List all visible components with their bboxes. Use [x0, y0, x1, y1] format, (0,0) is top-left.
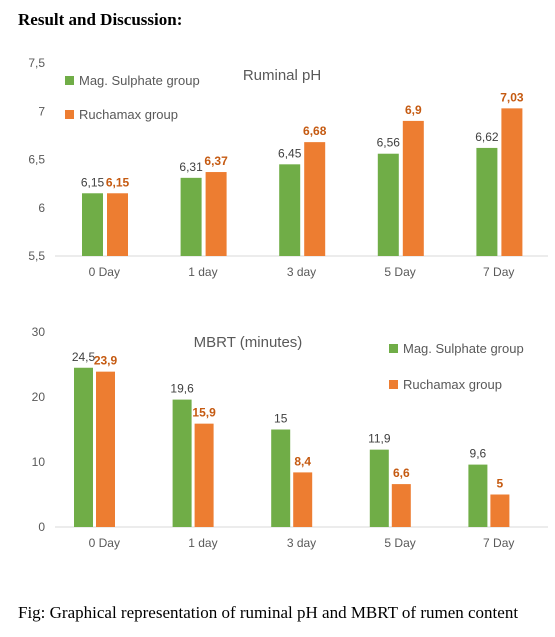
x-tick-label: 7 Day	[483, 536, 514, 550]
bar-series-1	[279, 164, 301, 256]
bar-series-2	[107, 193, 128, 256]
data-label-series-1: 6,45	[278, 146, 302, 160]
bar-series-2	[490, 494, 510, 527]
legend-swatch-1	[389, 344, 398, 353]
data-label-series-2: 7,03	[500, 90, 524, 104]
data-label-series-1: 24,5	[72, 350, 96, 364]
legend-label-1: Mag. Sulphate group	[403, 341, 524, 356]
data-label-series-2: 6,9	[405, 103, 422, 117]
y-tick-label: 5,5	[28, 249, 45, 263]
data-label-series-2: 6,68	[303, 124, 327, 138]
y-tick-label: 7	[38, 104, 45, 118]
data-label-series-1: 6,56	[377, 136, 401, 150]
bar-series-1	[476, 147, 498, 256]
chart-title: Ruminal pH	[243, 67, 321, 84]
y-tick-label: 6,5	[28, 153, 45, 167]
data-label-series-2: 6,15	[106, 175, 130, 189]
chart-2: MBRT (minutes) 0 10 20 30 24,523,9 0 Day 19,6 15…	[32, 325, 548, 550]
section-heading: Result and Discussion:	[18, 10, 183, 29]
bar-series-1	[82, 193, 103, 256]
y-tick-label: 0	[38, 520, 45, 534]
data-label-series-1: 19,6	[170, 382, 194, 396]
y-tick-label: 6	[38, 201, 45, 215]
x-tick-label: 1 day	[188, 536, 217, 550]
bar-series-1	[377, 153, 399, 256]
data-label-series-1: 6,62	[475, 130, 499, 144]
y-tick-label: 10	[32, 455, 46, 469]
y-tick-label: 7,5	[28, 56, 45, 70]
bar-series-1	[172, 399, 192, 527]
bar-series-1	[271, 429, 291, 527]
data-label-series-1: 9,6	[470, 447, 487, 461]
x-tick-label: 1 day	[188, 265, 217, 279]
bar-series-2	[205, 172, 227, 256]
data-label-series-2: 15,9	[192, 406, 216, 420]
bar-series-1	[180, 177, 202, 256]
data-label-series-2: 5	[497, 477, 504, 491]
data-label-series-1: 6,31	[179, 160, 203, 174]
y-tick-label: 20	[32, 390, 46, 404]
legend-label-2: Ruchamax group	[403, 377, 502, 392]
figure-caption: Fig: Graphical representation of ruminal…	[18, 603, 519, 622]
bar-series-2	[402, 120, 424, 257]
data-label-series-2: 8,4	[294, 454, 311, 468]
data-label-series-2: 6,6	[393, 466, 410, 480]
bar-series-1	[369, 449, 389, 527]
legend-swatch-1	[65, 76, 74, 85]
data-label-series-2: 23,9	[94, 354, 118, 368]
y-tick-label: 30	[32, 325, 46, 339]
data-label-series-1: 6,15	[81, 175, 105, 189]
x-tick-label: 3 day	[287, 265, 316, 279]
legend-label-2: Ruchamax group	[79, 107, 178, 122]
legend-swatch-2	[389, 380, 398, 389]
bar-series-2	[391, 484, 411, 527]
x-tick-label: 5 Day	[384, 536, 415, 550]
bar-series-2	[293, 472, 313, 527]
legend-swatch-2	[65, 110, 74, 119]
bar-series-2	[501, 108, 523, 256]
x-tick-label: 0 Day	[89, 536, 120, 550]
x-tick-label: 7 Day	[483, 265, 514, 279]
x-tick-label: 3 day	[287, 536, 316, 550]
x-tick-label: 0 Day	[89, 265, 120, 279]
bar-series-2	[194, 423, 214, 527]
chart-title: MBRT (minutes)	[194, 334, 303, 351]
data-label-series-2: 6,37	[204, 154, 228, 168]
legend-label-1: Mag. Sulphate group	[79, 73, 200, 88]
x-tick-label: 5 Day	[384, 265, 415, 279]
data-label-series-1: 11,9	[368, 432, 391, 446]
bar-series-2	[304, 142, 326, 256]
bar-series-1	[74, 367, 93, 527]
bar-series-1	[468, 464, 488, 527]
data-label-series-1: 15	[274, 412, 288, 426]
bar-series-2	[96, 371, 115, 527]
